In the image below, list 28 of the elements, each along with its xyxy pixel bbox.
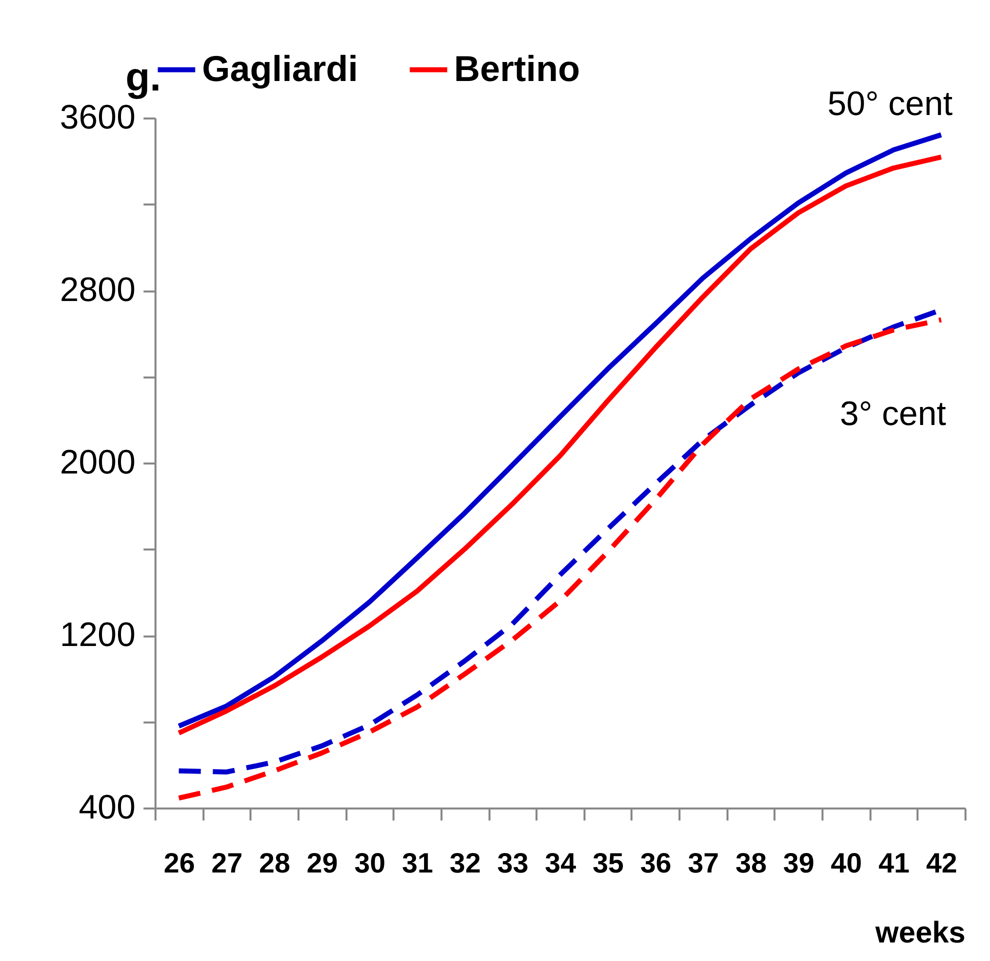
x-axis-title: weeks	[874, 916, 966, 950]
x-tick-label: 35	[592, 848, 624, 878]
x-tick-label: 27	[211, 848, 243, 878]
x-tick-label: 38	[736, 848, 767, 878]
x-tick-label: 37	[688, 848, 720, 878]
x-tick-label: 33	[497, 848, 528, 878]
y-tick-label: 2800	[60, 271, 136, 309]
y-axis-title: g.	[126, 56, 162, 100]
x-tick-label: 42	[926, 848, 958, 878]
x-tick-label: 26	[164, 848, 195, 878]
y-tick-label: 2000	[60, 444, 136, 482]
legend-label: Gagliardi	[202, 48, 358, 89]
legend-label: Bertino	[454, 48, 580, 89]
y-tick-label: 3600	[60, 98, 136, 136]
y-tick-label: 1200	[60, 616, 136, 654]
annotation: 50° cent	[827, 85, 954, 123]
x-tick-label: 29	[306, 848, 338, 878]
annotation: 3° cent	[840, 395, 947, 433]
x-tick-label: 28	[259, 848, 290, 878]
x-tick-label: 30	[354, 848, 386, 878]
x-tick-label: 32	[450, 848, 481, 878]
y-tick-label: 400	[78, 788, 136, 826]
x-tick-label: 41	[878, 848, 910, 878]
x-tick-label: 31	[402, 848, 434, 878]
x-tick-label: 39	[783, 848, 814, 878]
x-tick-label: 36	[640, 848, 672, 878]
x-tick-label: 34	[544, 848, 576, 878]
x-tick-label: 40	[830, 848, 862, 878]
